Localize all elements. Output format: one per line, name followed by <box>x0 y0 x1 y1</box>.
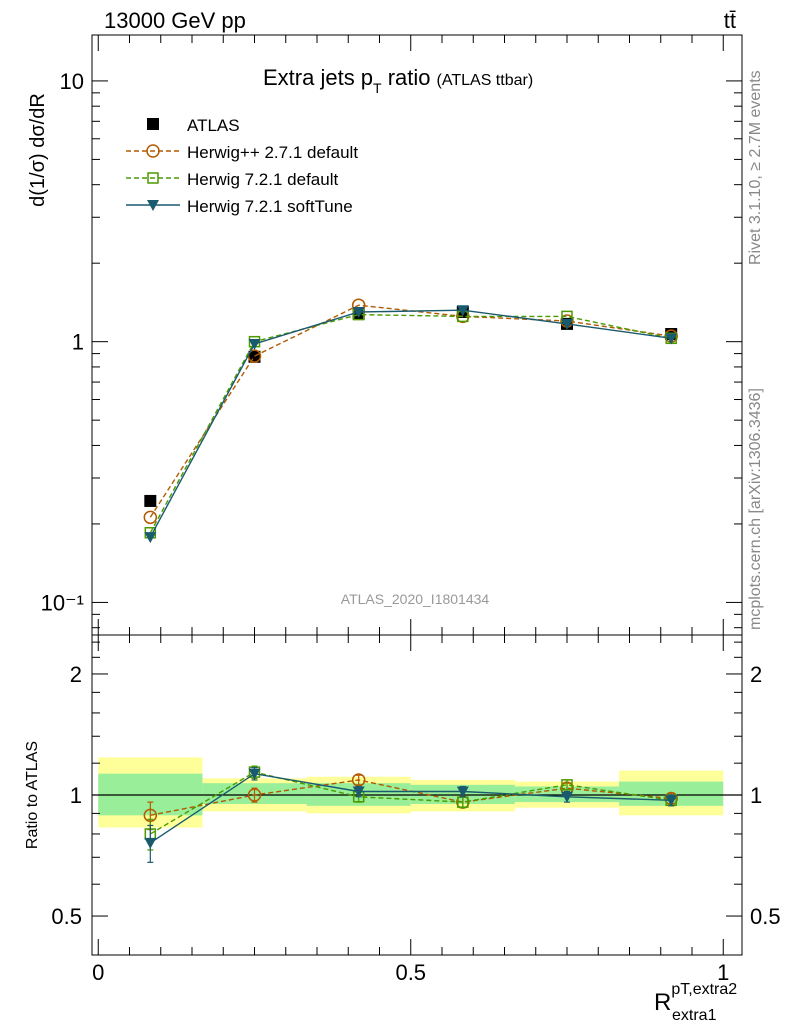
x-tick-label: 0 <box>92 960 104 985</box>
data-point <box>144 532 157 544</box>
ratio-y-tick-label-right: 2 <box>750 662 762 687</box>
chart-title-rest: ratio <box>382 65 431 90</box>
data-point <box>665 333 678 345</box>
y-axis-label: d(1/σ) dσ/dR <box>27 93 49 207</box>
ratio-y-tick-label: 2 <box>70 662 82 687</box>
data-point <box>144 494 157 507</box>
y-tick-label: 10 <box>60 69 84 94</box>
data-point <box>248 338 261 350</box>
legend-marker <box>147 172 159 184</box>
legend-marker <box>146 144 160 158</box>
process-label: tt̄ <box>724 8 736 33</box>
ratio-point <box>665 795 678 807</box>
y-axis-label-text: d(1/σ) dσ/dR <box>27 93 49 207</box>
chart-title-subscript: T <box>373 80 382 96</box>
data-point <box>352 306 365 318</box>
ratio-point <box>248 768 261 780</box>
legend-entry: Herwig++ 2.7.1 default <box>126 143 358 162</box>
ratio-series <box>143 765 678 863</box>
x-axis-label-sub: extra1 <box>672 1007 717 1024</box>
ratio-series-3 <box>144 766 678 863</box>
watermark: ATLAS_2020_I1801434 <box>341 591 490 607</box>
legend-marker <box>147 200 159 211</box>
series-1 <box>143 298 678 525</box>
y-tick-label: 1 <box>72 330 84 355</box>
x-tick-label: 0.5 <box>395 960 426 985</box>
data-point <box>456 305 469 317</box>
mcplots-label: mcplots.cern.ch [arXiv:1306.3436] <box>747 388 764 630</box>
series-3 <box>144 305 678 544</box>
chart-title-paren: (ATLAS ttbar) <box>437 72 534 89</box>
ratio-y-tick-label: 1 <box>70 783 82 808</box>
ratio-point <box>352 786 365 798</box>
ratio-y-axis-label-text: Ratio to ATLAS <box>24 741 41 849</box>
ratio-y-tick-label: 0.5 <box>51 904 82 929</box>
main-ticks <box>92 35 742 635</box>
series-line <box>149 304 672 518</box>
x-axis-label: RpT,extra2 extra1 <box>654 981 737 1024</box>
series-0 <box>144 305 678 507</box>
main-y-tick-labels: 10⁻¹ 1 10 <box>41 69 84 616</box>
ratio-y-tick-label-right: 0.5 <box>750 904 781 929</box>
legend-label: Herwig++ 2.7.1 default <box>187 143 358 162</box>
ratio-y-tick-label-right: 1 <box>750 783 762 808</box>
ratio-point <box>561 791 573 803</box>
y-tick-label: 10⁻¹ <box>41 590 84 615</box>
ratio-panel: 2 2 1 1 0.5 0.5 Ratio to ATLAS <box>24 634 781 956</box>
legend-entry: Herwig 7.2.1 softTune <box>126 197 353 216</box>
x-tick-label: 1 <box>717 960 729 985</box>
rivet-label: Rivet 3.1.10, ≥ 2.7M events <box>747 70 764 265</box>
legend-entry: ATLAS <box>147 116 240 135</box>
data-point <box>561 318 573 330</box>
energy-label: 13000 GeV pp <box>104 8 246 33</box>
ratio-point <box>456 786 469 798</box>
series-line <box>149 309 672 538</box>
legend-label: Herwig 7.2.1 softTune <box>187 197 353 216</box>
chart-title: Extra jets pT ratio (ATLAS ttbar) <box>263 65 533 96</box>
legend-label: ATLAS <box>187 116 240 135</box>
ratio-point <box>144 837 157 849</box>
ratio-point <box>561 779 573 791</box>
main-series <box>143 298 678 544</box>
legend: ATLAS Herwig++ 2.7.1 default Herwig 7.2.1 … <box>126 116 358 216</box>
legend-marker <box>147 118 159 130</box>
ratio-series-line <box>149 771 672 835</box>
series-line <box>149 313 672 534</box>
legend-label: Herwig 7.2.1 default <box>187 170 338 189</box>
ratio-ticks: 2 2 1 1 0.5 0.5 <box>51 635 781 955</box>
legend-entry: Herwig 7.2.1 default <box>126 170 338 189</box>
ratio-point <box>247 788 262 802</box>
ratio-y-axis-label: Ratio to ATLAS <box>24 741 41 849</box>
x-tick-labels: 0 0.5 1 <box>92 960 729 985</box>
series-2 <box>144 308 677 539</box>
ratio-series-line <box>149 772 672 844</box>
data-point <box>143 510 158 525</box>
x-axis-label-sup: pT,extra2 <box>671 981 737 998</box>
